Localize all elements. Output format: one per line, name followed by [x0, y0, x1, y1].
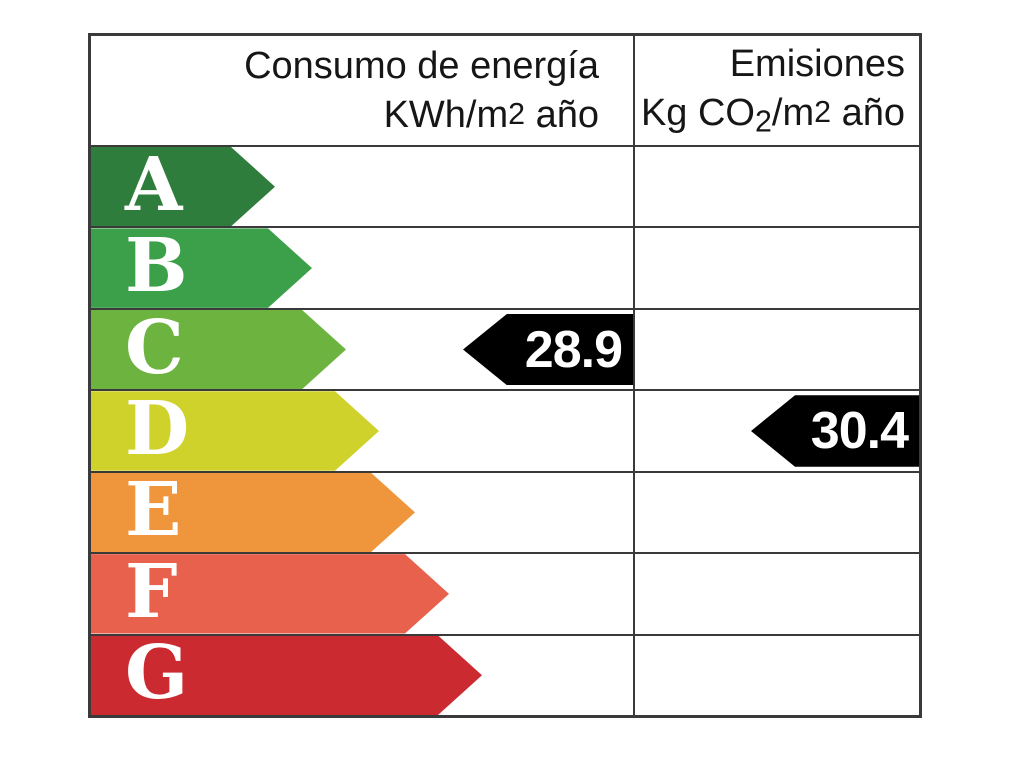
rating-arrow-f: F [91, 554, 449, 633]
rating-letter-d: D [125, 385, 190, 472]
table-header: Consumo de energía KWh/m2 año Emisiones … [91, 36, 919, 147]
rating-row-g: G [91, 633, 919, 715]
rating-letter-a: A [125, 141, 183, 228]
consumption-header-title: Consumo de energía [244, 44, 599, 87]
rating-row-c: C 28.9 [91, 307, 919, 390]
consumption-value: 28.9 [524, 320, 623, 379]
rating-row-e: E [91, 470, 919, 553]
consumption-cell-b: B [91, 228, 635, 308]
rating-arrow-c: C [91, 310, 346, 389]
emissions-cell-e [635, 473, 919, 552]
rating-arrow-a: A [91, 147, 275, 226]
rating-letter-g: G [125, 630, 189, 717]
consumption-cell-f: F [91, 554, 635, 634]
consumption-column-header: Consumo de energía KWh/m2 año [91, 36, 635, 145]
consumption-cell-d: D [91, 391, 635, 471]
emissions-header-title: Emisiones [729, 42, 905, 85]
emissions-header-units: Kg CO2/m2 año [640, 91, 905, 139]
consumption-value-arrow: 28.9 [463, 313, 633, 386]
rating-row-d: D 30.4 [91, 389, 919, 471]
rating-rows: A B C 28.9 [91, 147, 919, 715]
rating-arrow-e: E [91, 473, 415, 552]
consumption-cell-c: C 28.9 [91, 309, 635, 390]
rating-letter-e: E [125, 467, 182, 554]
rating-arrow-g: G [91, 636, 482, 715]
rating-letter-f: F [125, 548, 178, 635]
rating-row-f: F [91, 552, 919, 634]
emissions-cell-b [635, 228, 919, 307]
consumption-cell-a: A [91, 147, 635, 227]
rating-letter-b: B [125, 223, 188, 310]
emissions-cell-g [635, 636, 919, 715]
rating-row-a: A [91, 147, 919, 227]
rating-arrow-b: B [91, 228, 312, 307]
emissions-cell-c [635, 310, 919, 389]
rating-arrow-d: D [91, 391, 379, 470]
consumption-header-units: KWh/m2 año [383, 93, 599, 136]
emissions-value: 30.4 [810, 401, 909, 460]
consumption-cell-g: G [91, 635, 635, 715]
rating-table: Consumo de energía KWh/m2 año Emisiones … [88, 33, 922, 718]
emissions-column-header: Emisiones Kg CO2/m2 año [635, 36, 919, 145]
emissions-cell-d: 30.4 [635, 391, 919, 470]
rating-row-b: B [91, 226, 919, 308]
emissions-value-arrow: 30.4 [751, 395, 919, 467]
emissions-cell-a [635, 147, 919, 226]
emissions-cell-f [635, 554, 919, 633]
rating-letter-c: C [125, 304, 184, 391]
consumption-cell-e: E [91, 472, 635, 553]
